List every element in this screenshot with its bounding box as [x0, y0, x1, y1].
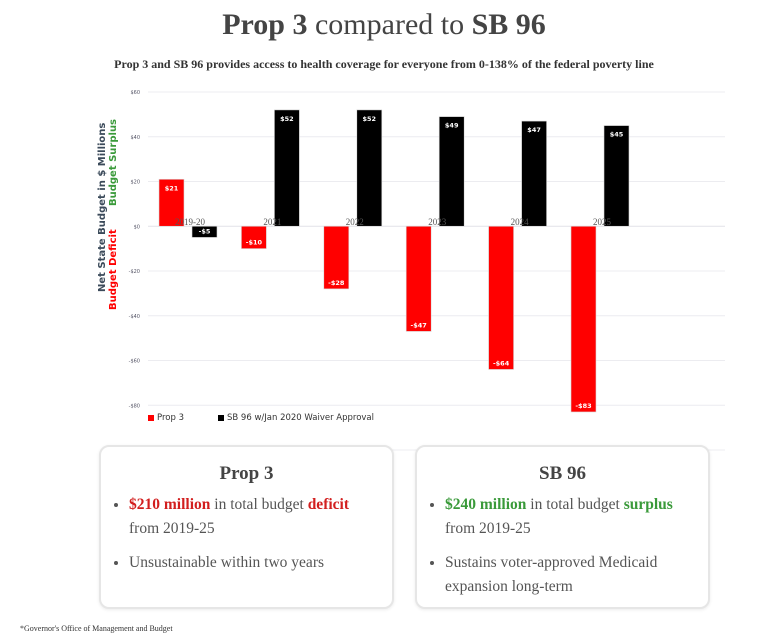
bullet-item: Sustains voter-approved Medicaid expansi… — [445, 551, 698, 599]
y-tick-label: -$80 — [129, 403, 140, 409]
data-label: -$28 — [328, 279, 345, 287]
legend-swatch-red — [148, 415, 154, 421]
x-category-label: 2022 — [346, 217, 364, 227]
bar-prop3-2025 — [570, 225, 597, 413]
legend-item-sb96: SB 96 w/Jan 2020 Waiver Approval — [218, 413, 374, 423]
bar-sb96-2021 — [274, 109, 300, 227]
y-tick-label: -$60 — [129, 359, 140, 365]
data-label: -$83 — [575, 402, 591, 410]
card-title: Prop 3 — [219, 463, 274, 484]
bar-prop3-2024 — [488, 225, 514, 370]
y-tick-label: $40 — [130, 135, 140, 141]
bullet-item: $240 million in total budget surplus fro… — [445, 493, 698, 541]
legend-label: SB 96 w/Jan 2020 Waiver Approval — [227, 413, 375, 423]
title-middle: compared to — [307, 8, 472, 41]
y-tick-label: $20 — [130, 180, 140, 186]
bullet-text: Unsustainable within two years — [129, 554, 325, 571]
card-sb96: SB 96 $240 million in total budget surpl… — [415, 445, 710, 609]
data-label: -$64 — [493, 359, 510, 367]
card-prop3: Prop 3 $210 million in total budget defi… — [99, 445, 394, 609]
data-label: $49 — [445, 122, 459, 130]
bullet-text: Sustains voter-approved Medicaid expansi… — [445, 554, 658, 595]
x-category-label: 2025 — [593, 217, 612, 227]
bar-sb96-2022 — [356, 109, 383, 227]
data-label: -$5 — [199, 227, 211, 235]
footnote: *Governor's Office of Management and Bud… — [20, 624, 173, 633]
legend-item-prop3: Prop 3 — [148, 413, 218, 423]
subtitle: Prop 3 and SB 96 provides access to heal… — [114, 57, 654, 71]
bar-sb96-2023 — [438, 116, 465, 227]
bar-prop3-2021 — [241, 225, 267, 249]
x-category-label: 2024 — [511, 217, 530, 227]
x-category-label: 2021 — [263, 217, 281, 227]
data-label: $47 — [527, 126, 541, 134]
title-sb96: SB 96 — [471, 8, 546, 41]
bar-prop3-2022 — [323, 225, 350, 290]
x-category-label: 2023 — [428, 217, 447, 227]
bullet-text: in total budget — [210, 496, 308, 513]
y-tick-label: $0 — [134, 224, 140, 230]
bar-sb96-2019-20 — [191, 225, 218, 238]
data-label: $45 — [610, 131, 624, 139]
bar-sb96-2025 — [603, 125, 630, 227]
x-category-label: 2019-20 — [175, 217, 205, 227]
bullet-highlight: surplus — [623, 496, 673, 513]
legend-label: Prop 3 — [157, 413, 184, 423]
bullet-text: from 2019-25 — [445, 520, 531, 537]
legend-swatch-black — [218, 415, 224, 421]
data-label: -$10 — [246, 239, 263, 247]
bullet-text: in total budget — [526, 496, 624, 513]
y-tick-label: $60 — [130, 90, 140, 96]
bullet-item: $210 million in total budget deficit fro… — [129, 493, 382, 541]
y-axis-surplus-label: Budget Surplus — [108, 118, 119, 206]
chart-legend: Prop 3 SB 96 w/Jan 2020 Waiver Approval — [148, 413, 374, 423]
card-bullets: $240 million in total budget surplus fro… — [417, 493, 708, 599]
bullet-highlight: $240 million — [445, 496, 527, 513]
data-label: -$47 — [411, 321, 427, 329]
bullet-text: from 2019-25 — [129, 520, 215, 537]
bullet-item: Unsustainable within two years — [129, 551, 382, 575]
bar-prop3-2023 — [405, 225, 432, 332]
bar-sb96-2024 — [521, 120, 547, 227]
bar-prop3-2019-20 — [158, 178, 185, 227]
card-title: SB 96 — [539, 463, 586, 484]
title-prop3: Prop 3 — [222, 8, 308, 41]
data-label: $52 — [280, 115, 294, 123]
data-label: $21 — [165, 184, 179, 192]
data-label: $52 — [363, 115, 377, 123]
bullet-highlight: $210 million — [129, 496, 211, 513]
y-axis-deficit-label: Budget Deficit — [108, 229, 119, 310]
page-title: Prop 3 compared to SB 96 — [0, 8, 768, 42]
y-tick-label: -$20 — [129, 269, 140, 275]
bullet-highlight: deficit — [307, 496, 350, 513]
card-bullets: $210 million in total budget deficit fro… — [101, 493, 392, 575]
y-tick-label: -$40 — [129, 314, 140, 320]
y-axis-title: Net State Budget in $ Millions — [97, 122, 108, 292]
